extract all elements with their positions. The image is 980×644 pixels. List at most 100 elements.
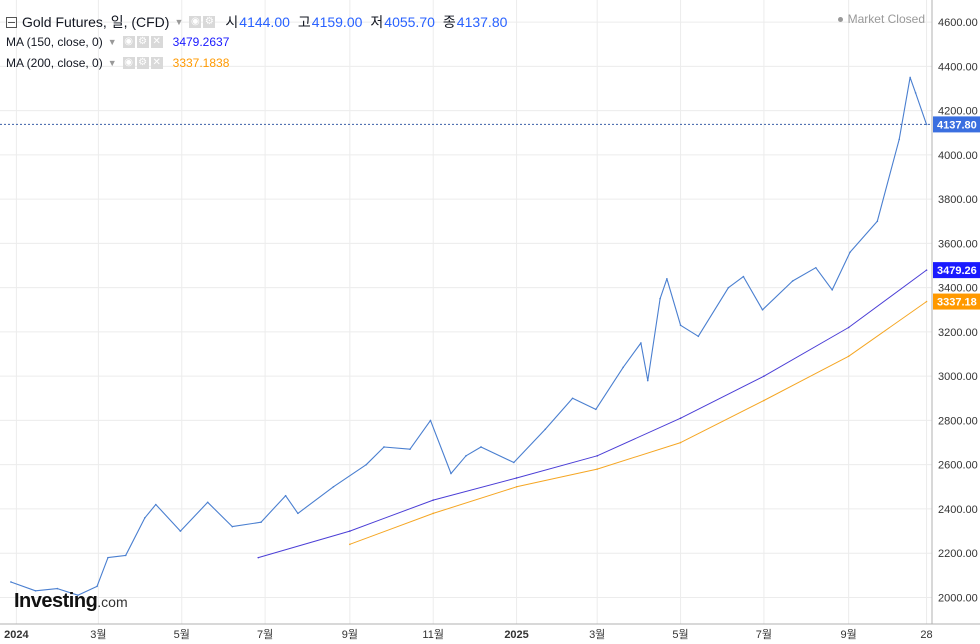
data-point: [429, 419, 432, 422]
data-point: [596, 468, 598, 470]
market-status: Market Closed: [837, 12, 925, 26]
x-tick-label: 7월: [257, 628, 273, 641]
data-point: [96, 585, 98, 588]
chevron-down-icon[interactable]: ▼: [107, 37, 117, 47]
collapse-icon[interactable]: [6, 16, 17, 28]
data-point: [513, 461, 515, 464]
data-point: [450, 472, 452, 475]
high-label: 고: [297, 14, 311, 30]
x-tick-label: 9월: [342, 628, 358, 641]
data-point: [544, 428, 547, 431]
series-gold-futures: [10, 76, 928, 596]
visibility-icon[interactable]: ◉: [122, 36, 135, 48]
data-point: [349, 530, 351, 532]
visibility-icon[interactable]: ◉: [189, 16, 202, 28]
y-tick-label: 4200.00: [938, 106, 978, 118]
indicator-ma150[interactable]: MA (150, close, 0) ▼ ◉ ⚙ ✕ 3479.2637: [6, 35, 229, 49]
indicator-ma200[interactable]: MA (200, close, 0) ▼ ◉ ⚙ ✕ 3337.1838: [6, 56, 229, 70]
data-point: [763, 375, 765, 377]
logo-brand: Investing: [14, 590, 98, 612]
data-point: [409, 448, 411, 450]
data-point: [595, 408, 597, 411]
data-point: [465, 455, 467, 457]
data-point: [697, 335, 700, 338]
data-point: [297, 512, 299, 515]
data-point: [206, 501, 209, 504]
chevron-down-icon[interactable]: ▼: [107, 58, 117, 68]
data-point: [761, 308, 764, 311]
data-point: [727, 286, 730, 289]
y-tick-label: 4600.00: [938, 17, 978, 29]
data-point: [260, 521, 262, 524]
close-icon[interactable]: ✕: [150, 57, 163, 69]
y-tick-label: 2000.00: [938, 592, 978, 604]
x-tick-label: 3월: [90, 628, 106, 641]
data-point: [849, 251, 851, 254]
data-point: [349, 543, 351, 546]
y-tick-label: 4400.00: [938, 61, 978, 73]
y-tick-label: 3200.00: [938, 327, 978, 339]
data-point: [847, 355, 850, 358]
logo-suffix: .com: [97, 594, 128, 610]
ma150-badge: [933, 262, 980, 279]
data-point: [515, 486, 518, 488]
data-point: [383, 446, 385, 448]
open-value: 4144.00: [239, 14, 290, 30]
y-tick-label: 3600.00: [938, 238, 978, 250]
low-value: 4055.70: [384, 14, 435, 30]
y-tick-label: 3400.00: [938, 283, 978, 295]
chart-legend-main: Gold Futures, 일, (CFD) ▼ ◉ ⚙ 시 4144.00 고…: [6, 12, 507, 32]
close-icon[interactable]: ✕: [150, 36, 163, 48]
ma150-badge-label: 3479.26: [937, 265, 977, 277]
settings-icon[interactable]: ⚙: [136, 36, 149, 48]
data-point: [791, 280, 794, 282]
data-point: [679, 417, 682, 420]
investing-logo: Investing.com: [14, 590, 128, 613]
x-tick-label: 7월: [756, 628, 772, 641]
data-point: [257, 556, 260, 559]
y-tick-label: 2400.00: [938, 504, 978, 516]
series-ma200: [349, 301, 927, 545]
data-point: [876, 220, 879, 223]
indicator-label: MA (200, close, 0): [6, 56, 103, 70]
x-tick-label: 5월: [174, 628, 190, 641]
data-point: [432, 499, 435, 501]
data-point: [284, 494, 287, 497]
high-value: 4159.00: [311, 14, 363, 30]
visibility-icon[interactable]: ◉: [122, 57, 135, 69]
settings-icon[interactable]: ⚙: [136, 57, 149, 69]
data-point: [515, 477, 518, 479]
data-point: [622, 366, 624, 369]
data-point: [144, 516, 146, 519]
chevron-down-icon[interactable]: ▼: [174, 17, 184, 27]
y-tick-label: 3800.00: [938, 194, 978, 206]
data-point: [124, 554, 127, 557]
y-tick-label: 2800.00: [938, 415, 978, 427]
close-value: 4137.80: [456, 14, 508, 30]
data-point: [480, 446, 482, 448]
settings-icon[interactable]: ⚙: [203, 16, 216, 28]
y-tick-label: 2200.00: [938, 548, 978, 560]
series-ma150: [258, 269, 927, 559]
last-price-badge-label: 4137.80: [937, 119, 977, 131]
data-point: [679, 441, 682, 444]
data-point: [742, 275, 745, 278]
data-point: [596, 455, 598, 457]
data-point: [898, 138, 901, 141]
y-tick-label: 2600.00: [938, 460, 978, 472]
data-point: [365, 463, 368, 466]
data-point: [154, 503, 157, 506]
data-point: [432, 512, 435, 515]
x-tick-label: 9월: [841, 628, 857, 641]
data-point: [56, 587, 59, 590]
data-point: [815, 266, 817, 269]
x-tick-label: 3월: [589, 628, 605, 641]
data-point: [179, 530, 182, 532]
data-point: [571, 397, 574, 400]
data-point: [646, 379, 649, 382]
x-tick-label: 2024: [4, 629, 29, 641]
data-point: [231, 525, 234, 528]
y-tick-label: 4000.00: [938, 150, 978, 162]
indicator-value: 3337.1838: [172, 56, 230, 70]
